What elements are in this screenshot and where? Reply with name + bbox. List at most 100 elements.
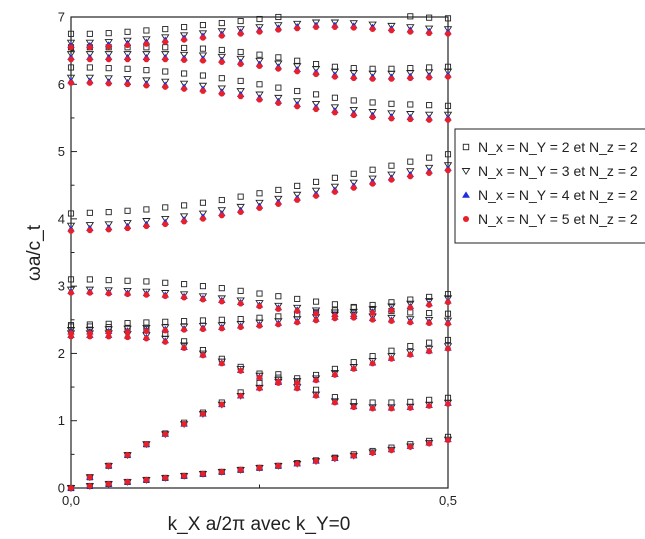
data-point <box>179 323 189 331</box>
data-point <box>369 99 376 106</box>
data-point <box>105 209 112 216</box>
data-point <box>237 77 244 84</box>
data-point <box>179 213 189 221</box>
data-point <box>142 77 151 85</box>
data-point <box>330 104 340 112</box>
data-point <box>218 196 225 204</box>
data-point <box>162 38 169 45</box>
data-point <box>406 168 415 175</box>
data-point <box>311 65 321 73</box>
data-point <box>124 479 131 485</box>
data-point <box>443 317 453 325</box>
data-point <box>142 51 151 58</box>
data-point <box>275 65 282 72</box>
y-tick-label: 5 <box>58 144 65 159</box>
data-point <box>387 110 396 118</box>
data-point <box>237 48 244 56</box>
legend: N_x = N_Y = 2 et N_z = 2 N_x = N_Y = 3 et… <box>454 128 645 244</box>
data-point <box>331 301 338 308</box>
data-point <box>369 405 376 412</box>
data-point <box>181 24 188 31</box>
data-point <box>407 444 414 450</box>
data-point <box>181 70 188 77</box>
data-point <box>407 101 414 108</box>
data-point <box>426 30 433 37</box>
data-point <box>256 81 263 88</box>
data-point <box>217 53 227 61</box>
data-point <box>407 75 414 82</box>
data-point <box>217 295 227 303</box>
x-tick-label: 0,0 <box>62 493 80 508</box>
data-point <box>349 70 358 77</box>
data-point <box>407 405 414 411</box>
data-point <box>426 310 433 317</box>
y-tick-label: 7 <box>58 10 65 25</box>
data-point <box>105 226 112 233</box>
data-point <box>313 178 320 185</box>
data-point <box>350 314 357 321</box>
data-point <box>104 326 113 334</box>
data-point <box>292 304 302 312</box>
y-tick-label: 6 <box>58 77 65 92</box>
data-point <box>124 81 131 88</box>
data-point <box>311 19 321 27</box>
data-point <box>256 385 263 392</box>
data-point <box>275 84 282 91</box>
data-point <box>294 25 301 32</box>
data-point <box>237 392 244 399</box>
data-point <box>218 298 225 305</box>
data-point <box>218 285 225 292</box>
data-point <box>406 24 415 32</box>
data-point <box>407 351 414 358</box>
data-point <box>350 185 357 191</box>
data-point <box>162 293 169 300</box>
data-point <box>124 207 131 214</box>
data-point <box>406 111 415 118</box>
data-point <box>443 343 453 350</box>
data-point <box>349 20 358 27</box>
data-point <box>445 73 451 80</box>
data-point <box>105 462 112 469</box>
data-point <box>85 327 95 334</box>
data-point <box>200 57 206 64</box>
data-point <box>349 107 358 114</box>
data-point <box>407 158 414 165</box>
data-point <box>294 380 301 386</box>
data-point <box>105 481 112 487</box>
data-point <box>275 293 282 300</box>
data-point <box>275 462 282 469</box>
data-point <box>161 34 170 42</box>
data-point <box>162 279 169 286</box>
data-point <box>294 197 301 203</box>
data-point <box>124 42 131 49</box>
data-point <box>86 276 93 283</box>
data-point <box>275 378 282 385</box>
data-point <box>350 112 357 119</box>
data-point <box>426 320 433 327</box>
data-point <box>200 296 206 303</box>
data-point <box>292 191 302 199</box>
data-point <box>256 51 263 58</box>
data-point <box>313 91 320 98</box>
data-point <box>179 32 189 40</box>
legend-label-1: N_x = N_Y = 2 et N_z = 2 <box>478 139 638 155</box>
data-point <box>311 100 321 108</box>
data-point <box>86 209 93 216</box>
data-point <box>255 319 264 327</box>
data-point <box>313 106 319 113</box>
data-point <box>445 30 451 37</box>
data-point <box>332 109 338 116</box>
data-point <box>236 297 245 305</box>
data-point <box>350 452 357 459</box>
data-point <box>162 339 169 345</box>
data-point <box>181 326 188 333</box>
data-point <box>143 328 150 335</box>
data-point <box>86 474 93 481</box>
data-point <box>142 218 151 225</box>
data-point <box>67 30 75 37</box>
data-point <box>181 294 188 301</box>
data-point <box>387 22 396 30</box>
data-point <box>200 326 206 333</box>
legend-label-2: N_x = N_Y = 3 et N_z = 2 <box>478 163 638 179</box>
data-point <box>388 307 395 314</box>
